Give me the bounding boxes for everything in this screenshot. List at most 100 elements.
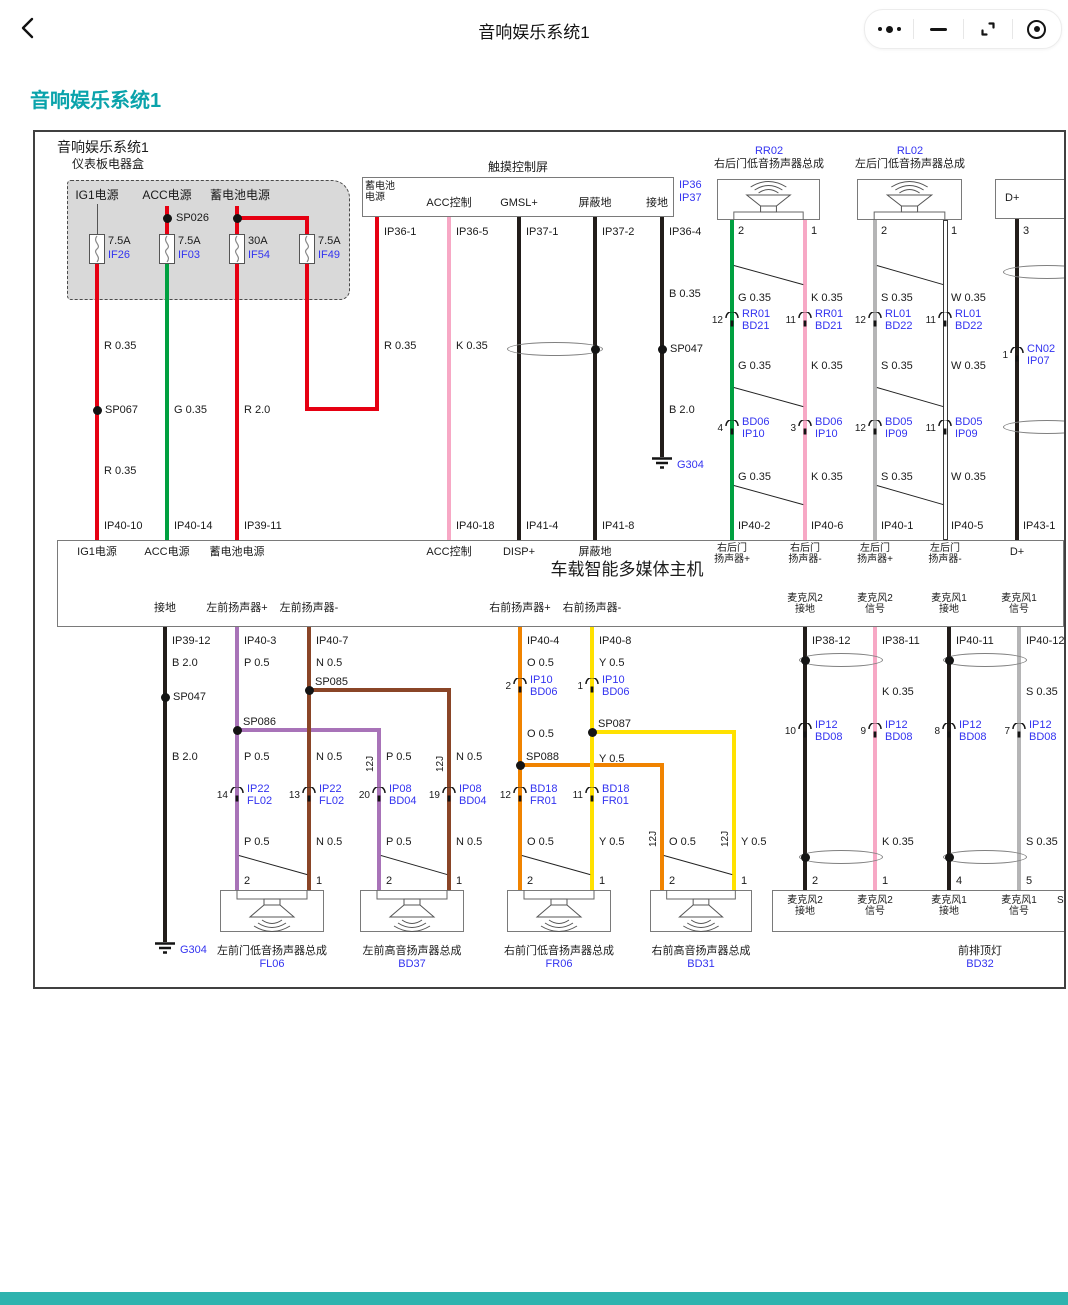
label: B 2.0 [669, 404, 695, 416]
label: B 2.0 [172, 751, 198, 763]
record-button[interactable] [1013, 10, 1061, 48]
float-window-button[interactable] [964, 10, 1012, 48]
label: 1 [811, 225, 818, 237]
connector-pin-number: 10 [784, 726, 796, 737]
junction-dot [232, 725, 242, 735]
inline-connector-icon [512, 676, 528, 698]
wire [803, 627, 807, 890]
connector-code: BD08 [1029, 731, 1057, 743]
twisted-pair-ellipse [943, 653, 1027, 667]
connector-code: RR01 [815, 308, 844, 320]
wire [305, 407, 379, 411]
connector-code: FR01 [530, 795, 557, 807]
label: 右后门 [717, 543, 747, 554]
connector-pin-number: 20 [358, 790, 370, 801]
junction-dot [590, 344, 600, 354]
label: IP40-2 [738, 520, 771, 532]
wire [517, 217, 521, 540]
inline-connector-icon [867, 418, 883, 440]
touchscreen-title: 触摸控制屏 [487, 160, 549, 174]
minimize-button[interactable] [914, 10, 962, 48]
label: 2 [669, 875, 676, 887]
crossover-line [663, 855, 732, 875]
label: B 2.0 [172, 657, 198, 669]
connector-code: IP12 [1029, 719, 1052, 731]
crossover-line [733, 265, 803, 285]
label: 2 [812, 875, 819, 887]
connector-code: CN02 [1027, 343, 1056, 355]
connector-pin-number: 11 [925, 423, 936, 434]
label: N 0.5 [456, 751, 483, 763]
label: DISP+ [502, 546, 536, 558]
capsule-divider [1011, 19, 1013, 39]
touchscreen-box [362, 177, 674, 217]
connector-code: IP12 [885, 719, 908, 731]
label: 信号 [1009, 604, 1029, 615]
label: IP43-1 [1023, 520, 1056, 532]
label: 右前扬声器- [562, 602, 622, 614]
connector-pin-number: 11 [925, 315, 936, 326]
label: N 0.5 [316, 751, 343, 763]
label: 屏蔽地 [578, 197, 612, 209]
connector-code: BD08 [815, 731, 843, 743]
label: IP41-4 [526, 520, 559, 532]
nav-capsule [864, 9, 1062, 49]
inline-connector-icon [797, 418, 813, 440]
label: O 0.5 [669, 836, 696, 848]
label: 接地 [795, 604, 815, 615]
label: 1 [882, 875, 889, 887]
label: N 0.5 [316, 657, 343, 669]
wire-tag-label: 12J [720, 830, 731, 847]
inline-connector-icon [301, 785, 317, 807]
label: IP40-8 [599, 635, 632, 647]
label: 蓄电池 [365, 181, 395, 192]
label: 2 [527, 875, 534, 887]
connector-code: IP10 [815, 428, 838, 440]
record-icon [1027, 19, 1047, 39]
label: 接地 [154, 602, 176, 614]
label: IP36-4 [669, 226, 702, 238]
label: R 0.35 [104, 340, 137, 352]
wire [165, 264, 169, 540]
connector-code: FL02 [247, 795, 273, 807]
connector-pin-number: 4 [717, 423, 723, 434]
label: 2 [386, 875, 393, 887]
label: IP40-14 [174, 520, 213, 532]
label: G304 [677, 459, 704, 471]
twisted-pair-ellipse [507, 342, 603, 356]
connector-pin-number: 8 [934, 726, 940, 737]
diagram-frame[interactable]: 音响娱乐系统1 仪表板电器盒 IG1电源 ACC电源 蓄电池电源 SP026 7.5A IF2… [33, 130, 1066, 989]
connector-pin-number: 11 [785, 315, 796, 326]
label: ACC控制 [426, 197, 472, 209]
wire [1015, 219, 1019, 540]
connector-code: IP10 [602, 674, 625, 686]
bottom-accent-bar [0, 1292, 1068, 1305]
back-button[interactable] [14, 13, 44, 43]
label: BD31 [687, 958, 715, 970]
diagram-title: 音响娱乐系统1 [57, 139, 149, 155]
more-button[interactable] [865, 10, 913, 48]
connector-pin-number: 9 [860, 726, 866, 737]
label: 接地 [939, 906, 959, 917]
minimize-icon [929, 27, 947, 31]
connector-code: BD06 [815, 416, 843, 428]
connector-code: BD08 [959, 731, 987, 743]
connector-code: BD05 [885, 416, 913, 428]
junction-dot [800, 852, 810, 862]
label: IP38-11 [882, 635, 920, 647]
connector-pin-number: 12 [854, 423, 866, 434]
float-window-icon [981, 22, 995, 36]
label: O 0.5 [527, 836, 554, 848]
label: IP38-12 [812, 635, 851, 647]
label: ACC电源 [144, 546, 190, 558]
label: 麦克风2 [857, 895, 893, 906]
label: W 0.35 [951, 360, 986, 372]
fuse-code: IF26 [108, 249, 131, 261]
label: 1 [456, 875, 463, 887]
wire [235, 216, 309, 220]
label: K 0.35 [811, 292, 843, 304]
capsule-divider [962, 19, 964, 39]
inline-connector-icon [441, 785, 457, 807]
crossover-line [876, 387, 943, 407]
connector-pin-number: 14 [216, 790, 228, 801]
